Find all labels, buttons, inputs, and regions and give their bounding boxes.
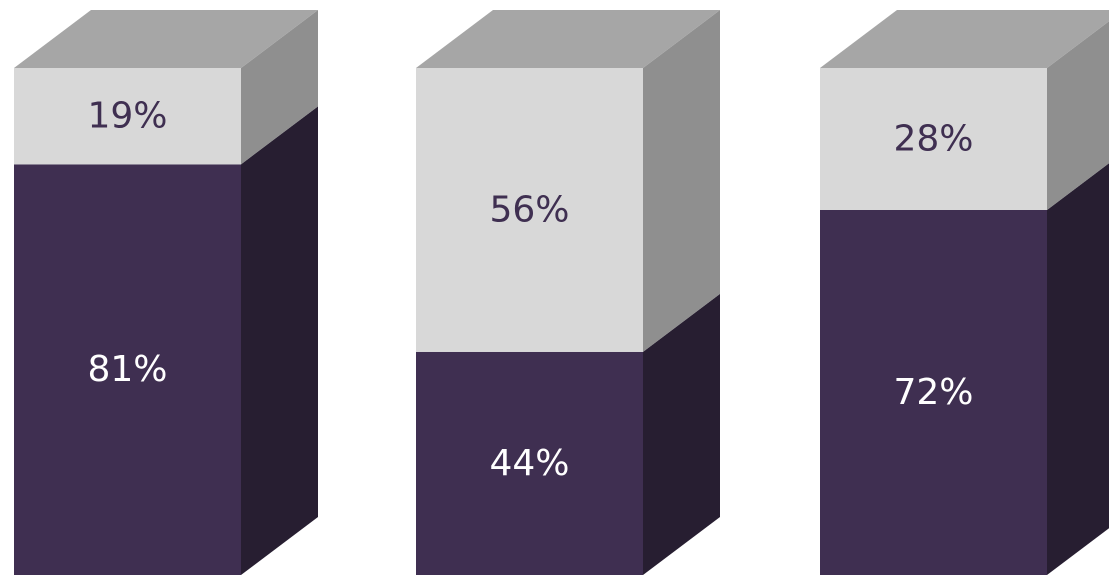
bar-segment-top-side: [241, 10, 318, 165]
bar-segment-top-side: [643, 10, 720, 352]
data-label-top: 56%: [489, 189, 569, 230]
data-label-top: 19%: [87, 96, 167, 137]
bar-group-2: 44% 56%: [416, 10, 720, 575]
bar-group-3: 72% 28%: [820, 10, 1109, 575]
bar-segment-top: [820, 68, 1047, 210]
bar-top-cap: [416, 10, 720, 68]
bar-segment-bottom: [416, 351, 643, 575]
bar-segment-bottom: [820, 209, 1047, 575]
bar-segment-bottom-side: [241, 106, 318, 575]
data-label-bottom: 72%: [893, 372, 973, 413]
bar-group-1: 81% 19%: [14, 10, 318, 575]
bar-top-cap: [820, 10, 1109, 68]
data-label-bottom: 44%: [489, 443, 569, 484]
bar-segment-top-side: [1047, 21, 1109, 210]
bar-top-cap: [14, 10, 318, 68]
bar-segment-bottom: [14, 164, 241, 575]
bar-segment-bottom-side: [1047, 163, 1109, 575]
bar-segment-bottom-side: [643, 293, 720, 575]
data-label-top: 28%: [893, 118, 973, 159]
bar-segment-top: [416, 68, 643, 352]
data-label-bottom: 81%: [87, 349, 167, 390]
bar-segment-top: [14, 68, 241, 165]
